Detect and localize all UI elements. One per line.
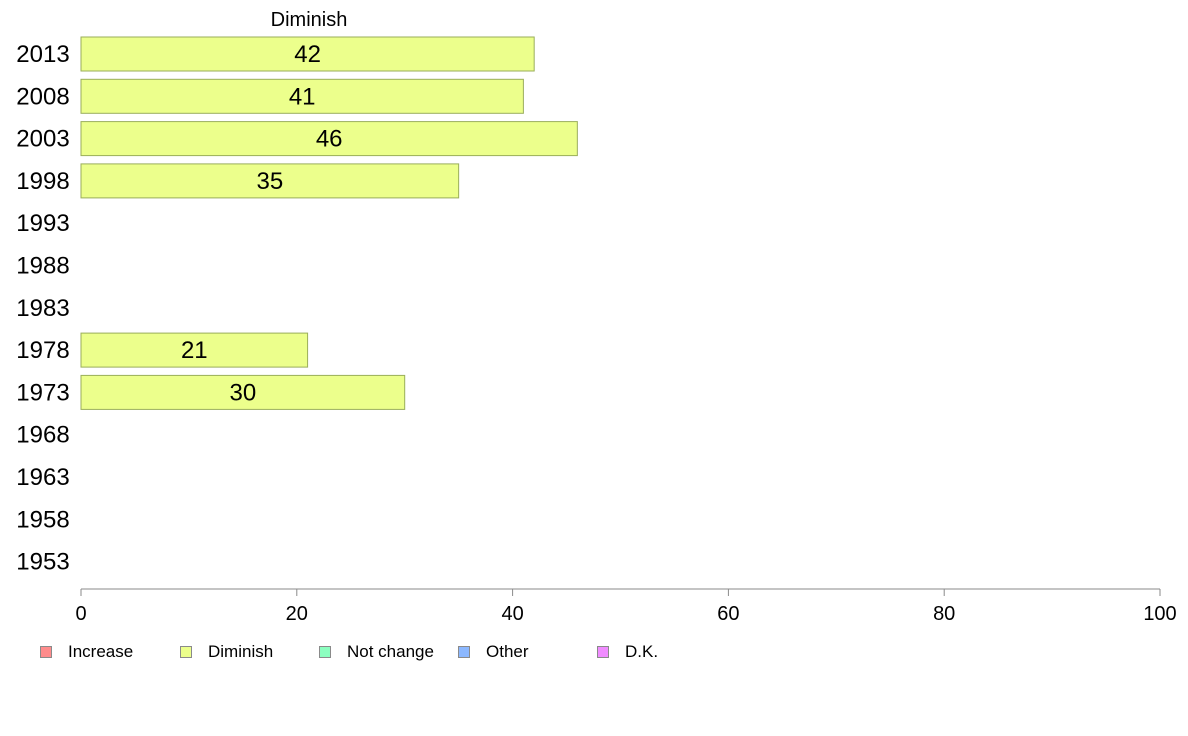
category-label: 1958 (16, 506, 69, 533)
legend-item-other: Other (458, 640, 529, 664)
data-label: 35 (256, 168, 283, 195)
legend-swatch-increase (40, 646, 52, 658)
x-tick-label: 80 (933, 603, 955, 625)
legend: Increase Diminish Not change Other D.K. (0, 640, 1188, 664)
legend-swatch-diminish (180, 646, 192, 658)
data-label: 46 (316, 126, 343, 153)
bar (80, 332, 309, 368)
legend-item-diminish: Diminish (180, 640, 273, 664)
legend-item-not-change: Not change (319, 640, 434, 664)
x-tick-label: 40 (501, 603, 523, 625)
legend-label-not-change: Not change (347, 642, 434, 661)
legend-label-diminish: Diminish (208, 642, 274, 661)
x-axis: 0 20 40 60 80 100 (75, 588, 1177, 625)
bar (80, 374, 406, 410)
legend-item-increase: Increase (40, 640, 133, 664)
category-label: 1978 (16, 337, 69, 364)
category-label: 2008 (16, 83, 69, 110)
bar (80, 78, 524, 114)
x-tick-label: 100 (1143, 603, 1176, 625)
category-label: 2003 (16, 126, 69, 153)
data-label: 30 (229, 379, 256, 406)
legend-swatch-dk (597, 646, 609, 658)
legend-swatch-not-change (319, 646, 331, 658)
x-tick-label: 60 (717, 603, 739, 625)
bar (80, 36, 535, 72)
category-label: 1973 (16, 379, 69, 406)
x-tick-label: 0 (75, 603, 86, 625)
data-label: 42 (294, 41, 321, 68)
x-tick-label: 20 (286, 603, 308, 625)
data-label: 21 (181, 337, 208, 364)
category-label: 1998 (16, 168, 69, 195)
bar (80, 121, 578, 157)
category-label: 2013 (16, 41, 69, 68)
category-label: 1968 (16, 422, 69, 449)
category-labels: 2013 2008 2003 1998 1993 1988 1983 1978 1973 1968… (16, 41, 69, 576)
legend-swatch-other (458, 646, 470, 658)
legend-label-other: Other (486, 642, 529, 661)
legend-label-increase: Increase (68, 642, 134, 661)
bar (80, 163, 460, 199)
category-label: 1983 (16, 295, 69, 322)
category-label: 1963 (16, 464, 69, 491)
chart-title: Diminish (271, 9, 348, 31)
legend-label-dk: D.K. (625, 642, 659, 661)
data-label: 41 (289, 83, 316, 110)
category-label: 1993 (16, 210, 69, 237)
category-label: 1953 (16, 549, 69, 576)
legend-item-dk: D.K. (597, 640, 658, 664)
category-label: 1988 (16, 253, 69, 280)
